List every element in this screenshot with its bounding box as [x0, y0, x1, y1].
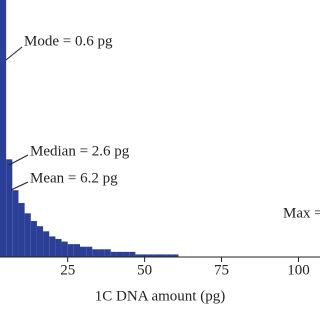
bar	[123, 251, 130, 257]
x-tick-label: 75	[214, 262, 229, 278]
annotation-arrow	[5, 46, 23, 61]
annotation: Max =	[283, 205, 320, 221]
bar	[36, 226, 44, 257]
bar	[172, 254, 179, 257]
x-axis-label: 1C DNA amount (pg)	[95, 288, 225, 304]
bar	[18, 203, 25, 257]
bar	[61, 241, 68, 257]
bar	[129, 251, 136, 257]
bar	[24, 213, 31, 257]
bar	[6, 159, 13, 257]
bar	[67, 244, 74, 257]
x-tick-label: 25	[60, 262, 75, 278]
bar	[153, 254, 160, 257]
bar	[135, 254, 142, 257]
annotation: Mode = 0.6 pg	[24, 33, 113, 49]
bar	[30, 221, 37, 257]
bar	[80, 246, 87, 257]
bar	[98, 249, 105, 257]
bar	[110, 251, 117, 257]
annotation: Mean = 6.2 pg	[30, 170, 118, 186]
x-tick-label: 100	[287, 262, 310, 278]
bar	[55, 239, 62, 257]
annotation-arrow	[10, 181, 29, 191]
bar	[12, 190, 19, 257]
bar	[49, 236, 56, 257]
bar	[43, 231, 50, 257]
bar	[73, 244, 80, 257]
bar	[92, 249, 99, 257]
bar	[160, 254, 167, 257]
annotation-arrow	[8, 154, 29, 166]
bar	[116, 251, 124, 257]
annotation: Median = 2.6 pg	[30, 143, 130, 159]
bar	[104, 249, 111, 257]
bar	[0, 0, 7, 257]
x-tick-label: 50	[137, 262, 152, 278]
bar	[141, 254, 148, 257]
bar	[147, 254, 154, 257]
bar	[166, 254, 173, 257]
bar	[86, 246, 93, 257]
